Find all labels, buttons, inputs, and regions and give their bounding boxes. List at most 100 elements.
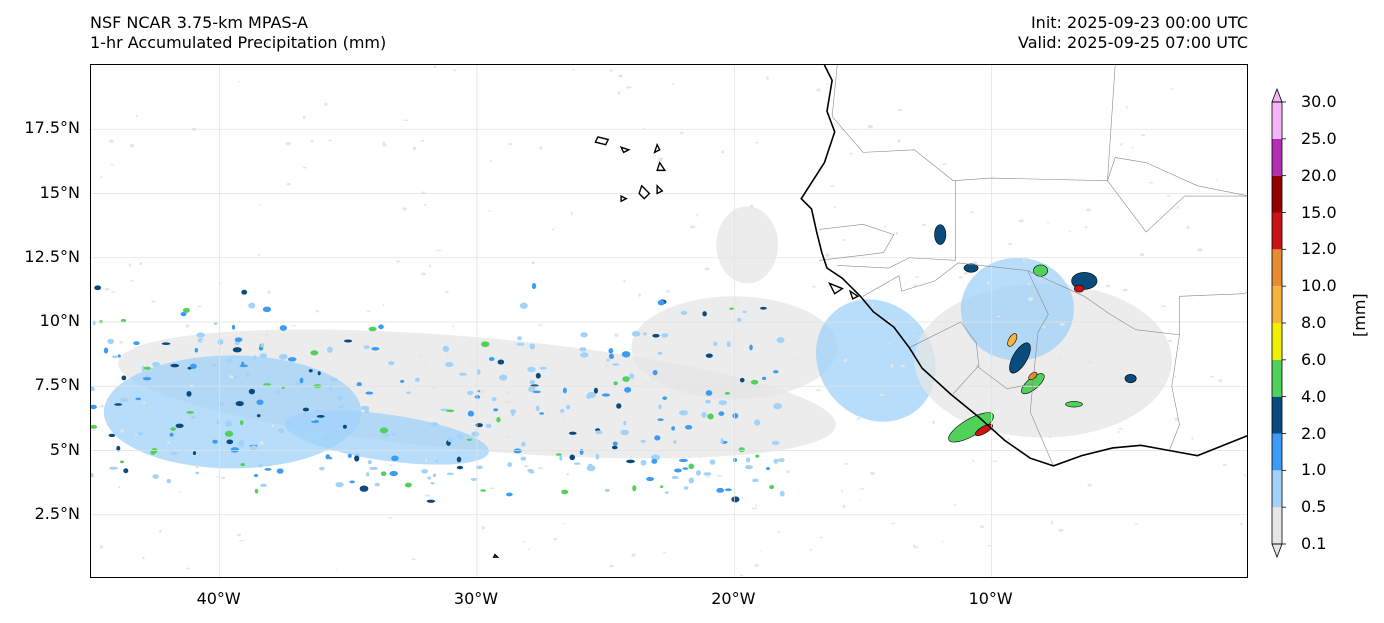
precip-cell: [161, 342, 171, 346]
precip-drizzle: [604, 364, 609, 368]
precip-cell: [631, 331, 641, 337]
colorbar-segment: [1272, 138, 1282, 176]
precip-drizzle: [402, 119, 409, 121]
precip-drizzle: [259, 441, 264, 445]
precip-drizzle: [201, 339, 206, 343]
precip-drizzle: [1166, 195, 1171, 197]
country-border: [1107, 180, 1247, 233]
precip-drizzle: [766, 76, 769, 80]
precip-drizzle: [421, 191, 425, 195]
colorbar-segment: [1272, 102, 1282, 139]
precip-cell: [114, 403, 123, 406]
colorbar-segment: [1272, 212, 1282, 250]
precip-cell: [414, 377, 420, 382]
precip-drizzle: [1087, 483, 1092, 487]
precip-cell: [121, 375, 127, 381]
precip-field: [716, 206, 779, 284]
precip-drizzle: [537, 324, 544, 326]
precip-cell: [360, 405, 370, 411]
precip-drizzle: [151, 300, 156, 303]
precip-cell: [664, 491, 669, 494]
precip-drizzle: [285, 141, 291, 146]
precip-cell: [319, 466, 325, 471]
precip-drizzle: [665, 324, 668, 326]
precip-drizzle: [792, 357, 796, 360]
precip-drizzle: [431, 387, 436, 390]
precip-drizzle: [99, 545, 104, 549]
precip-cell: [374, 482, 380, 487]
precip-cell: [405, 391, 411, 395]
precip-cell: [529, 379, 536, 385]
precip-drizzle: [1134, 523, 1139, 525]
precip-drizzle: [396, 260, 400, 263]
precip-cell: [389, 470, 398, 477]
precip-drizzle: [267, 290, 271, 295]
precip-core: [1124, 373, 1137, 384]
latitude-tick-label: 12.5°N: [24, 246, 80, 266]
precip-drizzle: [387, 517, 393, 519]
precip-drizzle: [706, 476, 711, 478]
precip-cell: [169, 432, 174, 437]
precip-cell: [317, 371, 321, 376]
precip-cell: [623, 420, 627, 426]
precip-cell: [732, 413, 739, 419]
longitude-tick-label: 30°W: [453, 589, 499, 608]
precip-cell: [253, 355, 257, 361]
precip-drizzle: [608, 564, 615, 568]
precip-cell: [253, 473, 259, 478]
precip-drizzle: [100, 404, 104, 408]
precip-drizzle: [666, 289, 670, 293]
precip-drizzle: [129, 143, 135, 148]
precip-cell: [662, 396, 668, 400]
precip-cell: [308, 369, 313, 373]
precip-cell: [733, 458, 738, 463]
model-title: NSF NCAR 3.75-km MPAS-A: [90, 13, 308, 32]
precip-drizzle: [1058, 528, 1064, 532]
precip-drizzle: [661, 362, 667, 365]
precip-drizzle: [563, 415, 566, 419]
precip-drizzle: [1191, 436, 1194, 440]
precip-cell: [760, 306, 767, 310]
precip-drizzle: [644, 382, 651, 385]
colorbar-segment: [1272, 396, 1282, 434]
precip-core: [1007, 333, 1018, 347]
precip-drizzle: [890, 364, 894, 368]
precip-drizzle: [1007, 437, 1011, 441]
precip-drizzle: [987, 281, 990, 285]
precip-drizzle: [1131, 146, 1135, 149]
precip-drizzle: [1058, 357, 1064, 360]
map-frame: [90, 64, 1248, 578]
precip-cell: [194, 347, 199, 353]
precip-cell: [749, 344, 753, 351]
precip-core: [1033, 264, 1048, 277]
precip-cell: [310, 350, 319, 356]
precip-cell: [342, 424, 347, 429]
precip-cell: [311, 419, 320, 424]
precip-cell: [391, 455, 399, 462]
precip-drizzle: [1027, 297, 1034, 301]
longitude-tick-label: 10°W: [968, 589, 1013, 608]
precip-cell: [109, 466, 118, 470]
precip-cell: [276, 468, 284, 474]
precip-cell: [143, 366, 151, 370]
precip-cell: [264, 467, 272, 471]
precip-drizzle: [142, 556, 145, 560]
precip-cell: [745, 457, 751, 463]
precip-cell: [661, 333, 669, 338]
precip-cell: [516, 342, 525, 346]
precip-drizzle: [921, 223, 927, 227]
precip-cell: [640, 459, 647, 466]
precip-drizzle: [671, 83, 676, 85]
precip-cell: [240, 463, 246, 467]
precip-cell: [232, 347, 242, 353]
precip-cell: [778, 458, 785, 463]
precip-field: [960, 257, 1075, 361]
precip-drizzle: [980, 525, 984, 529]
precip-drizzle: [445, 291, 449, 294]
precip-drizzle: [1105, 284, 1111, 288]
precip-cell: [624, 386, 632, 393]
precip-drizzle: [1018, 219, 1025, 223]
precip-drizzle: [479, 389, 486, 393]
precip-cell: [562, 387, 567, 394]
precip-cell: [371, 346, 380, 351]
